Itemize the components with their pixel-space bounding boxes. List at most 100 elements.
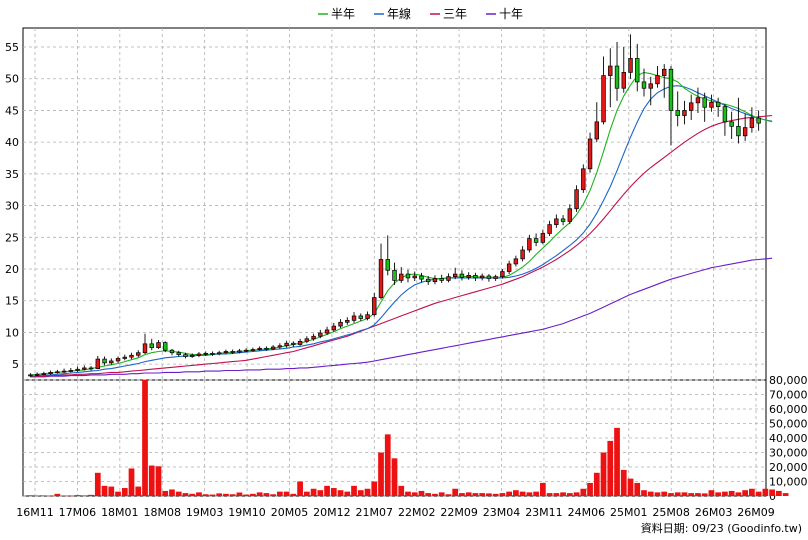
candle — [331, 322, 337, 332]
volume-bar — [121, 488, 128, 496]
volume-bar — [216, 493, 223, 496]
volume-bar — [34, 495, 40, 497]
x-tick-label: 16M11 — [16, 506, 54, 519]
volume-bar — [411, 492, 418, 496]
candle — [702, 92, 707, 122]
candle — [176, 350, 181, 357]
volume-bar — [566, 493, 573, 496]
volume-bar — [580, 488, 587, 496]
candle — [115, 356, 121, 363]
volume-bar — [749, 488, 755, 496]
candle — [736, 97, 741, 144]
candle — [399, 267, 404, 283]
volume-bar — [277, 491, 283, 496]
candle-body — [55, 371, 60, 374]
volume-bar — [243, 494, 250, 496]
volume-bar — [155, 466, 162, 496]
volume-bar — [189, 493, 196, 496]
candle-body — [304, 338, 310, 342]
candle-body — [587, 138, 593, 170]
candle-body — [446, 276, 451, 281]
volume-bar — [641, 490, 647, 496]
legend-label: 半年 — [331, 7, 355, 21]
candle-body — [473, 275, 478, 279]
volume-bar — [182, 493, 189, 496]
volume-bar — [728, 490, 735, 496]
x-tick-label: 21M07 — [356, 506, 394, 519]
candle — [88, 366, 94, 371]
volume-bar — [445, 494, 452, 496]
candle-body — [479, 275, 485, 279]
candle — [527, 234, 532, 253]
candle — [372, 293, 377, 317]
candle-body — [399, 273, 404, 281]
candle-body — [230, 351, 235, 353]
volume-bar — [539, 482, 546, 496]
volume-bar — [593, 472, 600, 496]
legend-label: 三年 — [443, 7, 467, 21]
volume-bar — [533, 491, 539, 496]
volume-bar — [513, 490, 519, 496]
candle — [466, 272, 471, 280]
volume-bar — [357, 490, 364, 496]
x-tick-label: 20M05 — [271, 506, 309, 519]
candle — [675, 91, 680, 127]
volume-bar — [769, 489, 775, 496]
volume-bar — [674, 492, 681, 496]
candle — [378, 243, 384, 300]
x-tick-label: 19M10 — [228, 506, 266, 519]
x-tick-label: 20M12 — [313, 506, 351, 519]
candle-body — [628, 58, 633, 73]
candle-body — [243, 349, 249, 352]
volume-bar — [668, 493, 674, 496]
volume-tick-label: 70,000 — [769, 389, 808, 402]
candle — [41, 371, 47, 376]
volume-bar — [762, 488, 769, 496]
candle-body — [715, 101, 721, 107]
volume-bar — [688, 493, 695, 496]
candle — [142, 333, 148, 354]
candle — [749, 107, 755, 133]
x-tick-label: 23M04 — [483, 506, 521, 519]
candle-body — [136, 352, 141, 356]
volume-bar — [364, 488, 371, 496]
legend-label: 年線 — [387, 6, 411, 21]
candle — [581, 164, 586, 193]
price-tick-label: 30 — [5, 200, 19, 213]
candle-body — [163, 342, 168, 351]
volume-bar — [553, 493, 560, 496]
volume-bar — [344, 491, 351, 496]
candle — [136, 350, 141, 358]
price-tick-label: 15 — [5, 295, 19, 308]
volume-bar — [61, 495, 67, 497]
candle-body — [203, 353, 208, 355]
candle — [405, 269, 411, 283]
candle-body — [439, 278, 444, 281]
candle-body — [210, 353, 215, 355]
volume-bar — [81, 495, 88, 496]
volume-bar — [283, 491, 290, 496]
candle — [183, 352, 188, 359]
volume-bar — [742, 490, 749, 496]
candle — [243, 348, 249, 353]
candle — [473, 272, 478, 282]
candle — [655, 66, 660, 88]
candle-body — [250, 349, 256, 351]
candle — [641, 68, 647, 97]
candle — [385, 235, 390, 276]
price-tick-label: 40 — [5, 136, 19, 149]
candle — [250, 347, 256, 352]
candle — [500, 269, 505, 279]
candle-body — [594, 121, 599, 140]
candle-body — [688, 102, 694, 111]
candle — [608, 48, 613, 108]
candle-body — [601, 75, 606, 123]
candle — [479, 273, 485, 281]
price-tick-label: 55 — [5, 41, 19, 54]
candle — [196, 352, 202, 358]
candle-body — [297, 340, 303, 345]
candle-body — [109, 360, 114, 364]
candle-body — [493, 276, 498, 279]
